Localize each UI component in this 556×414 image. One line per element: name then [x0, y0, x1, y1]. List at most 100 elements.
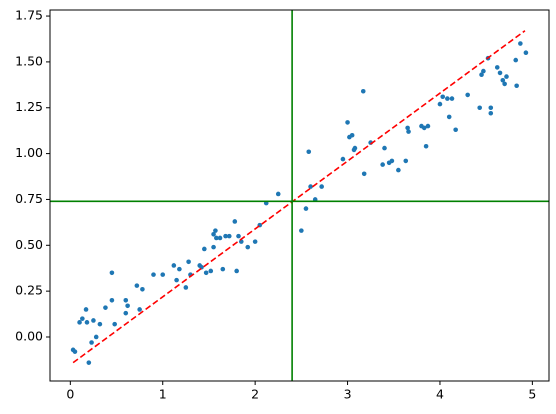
point	[479, 72, 484, 78]
y-tick-label: 1.25	[15, 99, 43, 114]
point	[403, 158, 409, 164]
point	[208, 268, 214, 274]
point	[80, 316, 85, 321]
point	[275, 191, 281, 197]
axes-frame	[49, 9, 550, 382]
point	[86, 360, 92, 365]
point	[488, 110, 494, 116]
point	[214, 235, 219, 241]
point	[123, 310, 129, 316]
point	[234, 268, 239, 274]
point	[238, 239, 244, 244]
point	[477, 105, 482, 111]
point	[389, 158, 395, 164]
point	[236, 233, 241, 239]
point	[502, 81, 507, 87]
point	[361, 171, 367, 177]
y-tick-label: 1.00	[15, 145, 43, 160]
point	[340, 156, 346, 162]
point	[306, 149, 312, 155]
point	[380, 162, 385, 167]
y-tick-label: 0.75	[15, 191, 43, 206]
point	[406, 129, 411, 134]
point	[177, 266, 182, 272]
point	[171, 263, 177, 268]
point	[137, 307, 142, 312]
point	[352, 145, 358, 151]
point	[186, 259, 191, 265]
point	[223, 233, 228, 239]
point	[405, 125, 410, 131]
point	[160, 272, 166, 277]
point	[151, 272, 156, 277]
x-tick-label: 4	[436, 387, 444, 402]
point	[220, 266, 226, 272]
point	[453, 127, 458, 133]
point	[481, 68, 486, 74]
point	[425, 123, 431, 129]
x-tick-label: 3	[344, 387, 352, 402]
x-tick-label: 0	[66, 387, 74, 402]
point	[211, 244, 216, 250]
point	[84, 320, 90, 325]
point	[203, 270, 209, 276]
x-tick-label: 5	[528, 387, 536, 402]
point	[217, 235, 223, 241]
point	[523, 50, 529, 56]
point	[360, 88, 366, 94]
x-tick-label: 1	[159, 387, 167, 402]
point	[211, 231, 216, 237]
point	[109, 270, 115, 276]
point	[349, 132, 355, 138]
point	[134, 283, 140, 288]
point	[252, 239, 258, 244]
point	[446, 114, 452, 120]
y-tick-label: 1.75	[15, 8, 43, 23]
point	[112, 321, 117, 327]
point	[423, 143, 429, 149]
point	[109, 298, 115, 303]
point	[202, 246, 207, 252]
point	[213, 228, 218, 233]
point	[513, 57, 519, 63]
point	[91, 318, 96, 323]
point	[123, 298, 129, 303]
point	[488, 105, 494, 111]
point	[308, 184, 313, 189]
y-tick-label: 0.25	[15, 283, 43, 298]
point	[494, 65, 500, 70]
point	[504, 74, 509, 79]
point	[382, 145, 387, 151]
point	[345, 120, 350, 125]
point	[514, 83, 519, 89]
point	[125, 303, 130, 309]
point	[77, 320, 82, 325]
y-tick-label: 1.50	[15, 53, 43, 68]
point	[299, 228, 304, 233]
point	[140, 287, 145, 292]
point	[174, 277, 179, 283]
point	[500, 77, 506, 83]
point	[226, 233, 232, 239]
point	[440, 94, 446, 100]
point	[83, 307, 89, 312]
point	[465, 92, 470, 98]
point	[319, 184, 324, 189]
fit-line	[72, 30, 526, 364]
point	[449, 96, 455, 101]
point	[232, 219, 238, 224]
x-tick-label: 2	[251, 387, 259, 402]
point	[518, 41, 523, 46]
point	[497, 70, 503, 76]
y-tick-label: 0.50	[15, 237, 43, 252]
point	[183, 285, 189, 290]
point	[89, 340, 94, 345]
point	[97, 321, 103, 327]
point	[303, 206, 309, 211]
point	[93, 334, 99, 340]
point	[245, 244, 251, 250]
point	[437, 101, 443, 107]
point	[72, 349, 78, 354]
point	[445, 96, 450, 101]
